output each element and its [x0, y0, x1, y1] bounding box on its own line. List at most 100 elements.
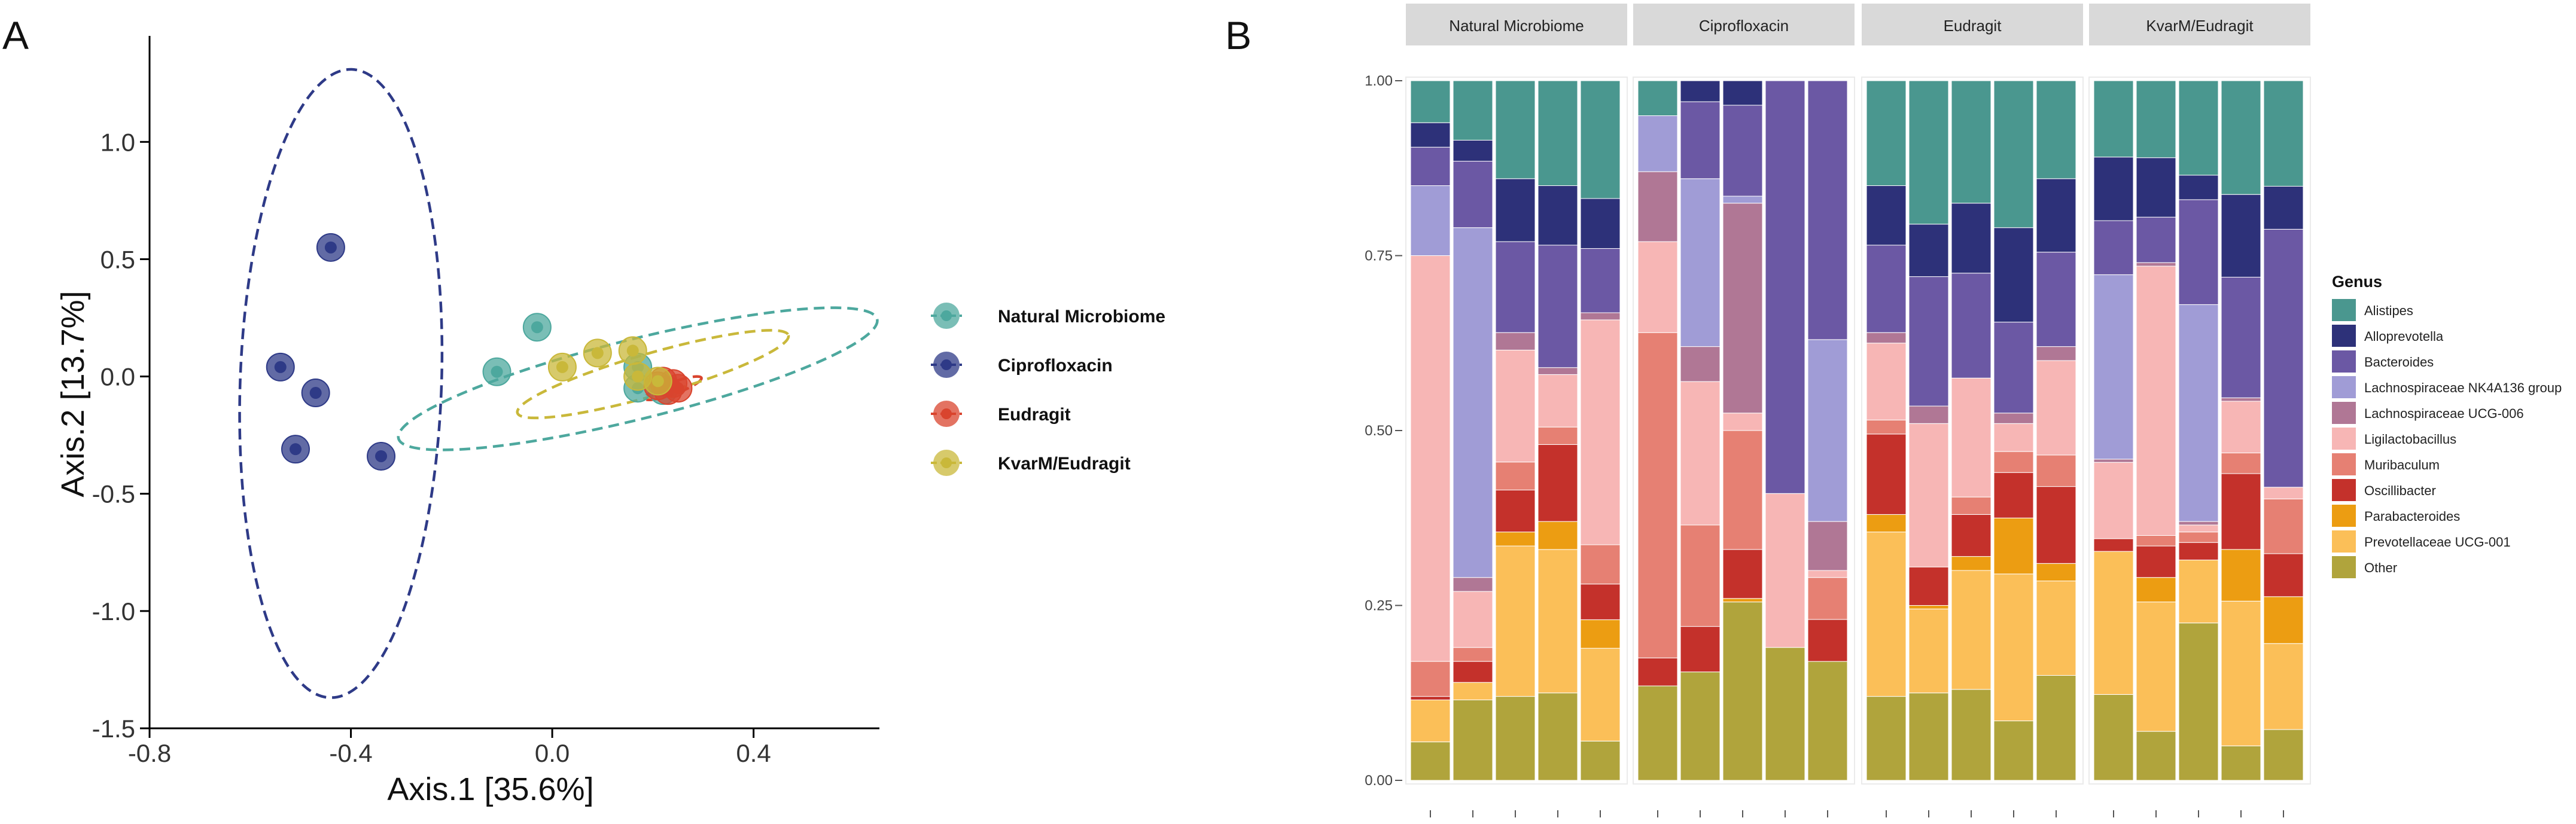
facet-strip-label: Ciprofloxacin: [1699, 17, 1789, 35]
bar-segment: [1580, 319, 1621, 545]
data-point: [309, 387, 322, 399]
bar-segment: [2221, 549, 2261, 602]
legend-label: Ligilactobacillus: [2364, 432, 2456, 447]
bar-segment: [2221, 401, 2261, 453]
bar-segment: [2263, 498, 2304, 554]
bar-segment: [1908, 224, 1949, 277]
bar-segment: [1537, 374, 1578, 428]
bar-segment: [1495, 241, 1536, 333]
legend-label: Natural Microbiome: [998, 307, 1165, 326]
bar-segment: [1908, 608, 1949, 694]
bar-segment: [2036, 486, 2076, 564]
bar-segment: [1453, 699, 1493, 781]
legend-swatch: [2332, 479, 2356, 501]
bar-segment: [2263, 643, 2304, 730]
bar-segment: [1495, 178, 1536, 242]
bar-segment: [1680, 626, 1721, 673]
x-tick-label: -0.4: [329, 739, 372, 767]
legend-label: Other: [2364, 560, 2397, 575]
bar-segment: [1537, 245, 1578, 368]
bar-segment: [1580, 544, 1621, 585]
bar-segment: [1722, 602, 1763, 781]
bar-segment: [1537, 549, 1578, 694]
bar-segment: [2093, 459, 2134, 463]
y-tick-label: -1.5: [92, 715, 135, 743]
bar-segment: [1410, 80, 1451, 123]
legend-swatch: [2332, 299, 2356, 321]
facet-strip-label: KvarM/Eudragit: [2146, 17, 2254, 35]
bar-segment: [1680, 346, 1721, 382]
bar-segment: [1580, 584, 1621, 620]
legend-swatch: [2332, 530, 2356, 553]
bar-segment: [1722, 196, 1763, 204]
y-axis-title: Axis.2 [13.7%]: [55, 291, 91, 497]
y-tick-label: 1.00: [1365, 73, 1393, 89]
bar-segment: [1495, 532, 1536, 547]
bar-segment: [2136, 545, 2176, 578]
bar-segment: [2221, 80, 2261, 195]
bar-segment: [2036, 178, 2076, 253]
facet-strip: [2089, 4, 2310, 45]
bar-segment: [2178, 622, 2219, 781]
bar-segment: [1537, 185, 1578, 246]
bar-segment: [1807, 570, 1848, 578]
bar-segment: [1410, 122, 1451, 148]
bar-segment: [1866, 696, 1907, 781]
bar-segment: [1993, 227, 2034, 323]
bar-segment: [1495, 489, 1536, 533]
bar-segment: [2136, 731, 2176, 781]
bar-segment: [1580, 80, 1621, 199]
bar-segment: [2221, 397, 2261, 402]
bar-segment: [1866, 343, 1907, 420]
facet-strip: [1862, 4, 2083, 45]
legend-swatch: [2332, 350, 2356, 373]
bar-segment: [2178, 304, 2219, 522]
bar-segment: [1951, 570, 1992, 690]
y-tick-label: 0.25: [1365, 598, 1393, 614]
bar-segment: [2093, 80, 2134, 158]
bar-segment: [2178, 559, 2219, 624]
bar-segment: [2263, 228, 2304, 488]
bar-segment: [1580, 648, 1621, 741]
bar-segment: [1993, 80, 2034, 228]
bar-segment: [2178, 175, 2219, 200]
bar-segment: [1637, 171, 1678, 242]
bar-segment: [2036, 454, 2076, 487]
bar-segment: [1951, 556, 1992, 571]
bar-segment: [2093, 220, 2134, 275]
bar-segment: [2036, 80, 2076, 179]
bar-segment: [1680, 672, 1721, 781]
bar-segment: [1807, 80, 1848, 340]
bar-segment: [1580, 198, 1621, 249]
bar-segment: [1951, 80, 1992, 204]
legend-swatch: [2332, 428, 2356, 450]
bar-segment: [1866, 419, 1907, 435]
bar-segment: [2036, 675, 2076, 781]
data-point: [531, 321, 543, 334]
bar-segment: [1495, 696, 1536, 781]
bar-segment: [2263, 729, 2304, 781]
legend-label: Eudragit: [998, 405, 1071, 425]
bar-segment: [2093, 462, 2134, 539]
bar-segment: [1410, 696, 1451, 700]
stacked-genus-bar-chart: 0.00 0.25 0.50 0.75 1.00 Natural Microbiome Ci…: [1365, 4, 2562, 817]
data-point: [556, 361, 568, 373]
bar-segment: [1580, 619, 1621, 649]
bar-segment: [1580, 312, 1621, 321]
bar-segment: [2221, 194, 2261, 278]
bar-segment: [1765, 80, 1805, 494]
bar-segment: [1807, 619, 1848, 662]
bar-segment: [1680, 80, 1721, 102]
y-tick-label: 0.0: [101, 363, 135, 391]
panel-letter-a: A: [2, 13, 29, 57]
bar-segment: [1866, 514, 1907, 533]
confidence-ellipse-3: [516, 329, 790, 420]
bar-segment: [1993, 472, 2034, 518]
bar-segment: [1722, 430, 1763, 550]
bar-segment: [1680, 178, 1721, 347]
legend-swatch: [2332, 505, 2356, 527]
data-point: [632, 370, 644, 383]
bar-segment: [2136, 262, 2176, 267]
bar-segment: [1453, 682, 1493, 700]
